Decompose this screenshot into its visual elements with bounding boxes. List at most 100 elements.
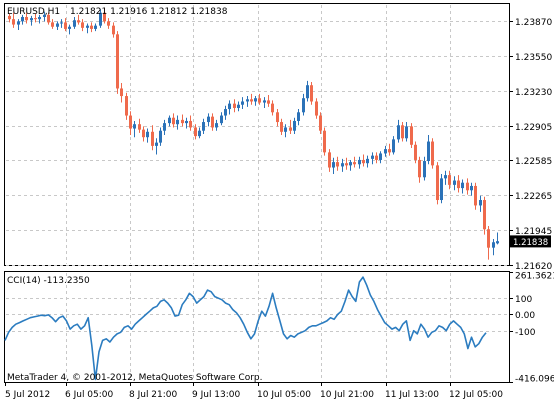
candle — [51, 19, 54, 29]
candle — [457, 175, 460, 193]
candle — [345, 157, 348, 170]
candle — [103, 8, 106, 24]
time-axis: 5 Jul 2012 6 Jul 05:00 8 Jul 21:00 9 Jul 13… — [5, 382, 503, 400]
candle — [56, 21, 59, 30]
candle — [470, 182, 473, 196]
candle-body — [181, 119, 184, 124]
candle — [414, 141, 417, 164]
candle — [371, 152, 374, 165]
candle-body — [64, 22, 67, 29]
candle — [349, 159, 352, 171]
price-tick-label: 1.23870 — [515, 18, 552, 28]
candle — [215, 119, 218, 131]
candle — [246, 96, 249, 107]
candle — [453, 176, 456, 191]
candle — [466, 178, 469, 195]
candle — [207, 113, 210, 127]
candle — [172, 113, 175, 128]
time-tick-label: 10 Jul 21:00 — [320, 390, 374, 400]
candle-body — [81, 22, 84, 28]
candle-body — [250, 99, 253, 102]
candle — [444, 170, 447, 185]
candle-body — [461, 182, 464, 189]
candle — [487, 226, 490, 260]
copyright-text: MetaTrader 4, © 2001-2012, MetaQuotes So… — [7, 373, 263, 383]
candle-body — [431, 141, 434, 166]
candle-body — [116, 34, 119, 89]
candle — [220, 112, 223, 126]
candle — [448, 170, 451, 190]
candle — [47, 12, 50, 25]
candle-body — [228, 103, 231, 110]
candle-body — [479, 200, 482, 206]
candle — [94, 23, 97, 32]
candle — [418, 156, 421, 183]
candle — [21, 14, 24, 25]
candle — [328, 149, 331, 172]
candle-body — [254, 98, 257, 102]
candle-body — [211, 116, 214, 128]
candle-body — [125, 96, 128, 116]
candle-body — [198, 130, 201, 137]
candle-body — [388, 149, 391, 153]
candle — [233, 99, 236, 113]
candle — [12, 12, 15, 28]
candle-body — [427, 141, 430, 162]
candle-body — [146, 131, 149, 138]
candle-body — [258, 98, 261, 103]
candle — [151, 125, 154, 151]
candle — [38, 14, 41, 24]
candle-body — [457, 180, 460, 189]
candle — [133, 120, 136, 138]
candle — [397, 119, 400, 143]
candle-body — [263, 100, 266, 103]
candle-body — [241, 101, 244, 105]
candle — [8, 13, 11, 23]
candle-body — [90, 25, 93, 29]
time-tick-label: 5 Jul 2012 — [5, 390, 50, 400]
price-tick-label: 1.22585 — [515, 157, 552, 167]
candle-body — [436, 165, 439, 201]
candle-body — [423, 161, 426, 178]
candle-body — [267, 100, 270, 104]
candle-body — [306, 85, 309, 99]
cci-grid — [6, 273, 508, 381]
candle — [366, 155, 369, 168]
candle-body — [358, 159, 361, 165]
candle — [224, 105, 227, 120]
candle-body — [8, 15, 11, 20]
candle-body — [323, 130, 326, 153]
candle-body — [207, 116, 210, 123]
candle-body — [224, 109, 227, 116]
candle-body — [194, 127, 197, 137]
candle — [90, 22, 93, 33]
candle-body — [220, 115, 223, 124]
candle-body — [302, 98, 305, 113]
candle — [280, 118, 283, 136]
candle — [388, 143, 391, 156]
candle — [332, 157, 335, 175]
price-tick-label: 1.22905 — [515, 123, 552, 133]
candle — [120, 83, 123, 103]
ohlc-readout: 1.21821 1.21916 1.21812 1.21838 — [70, 7, 228, 17]
candle — [302, 93, 305, 116]
candle-body — [401, 125, 404, 139]
cci-tick-label: 261.3621 — [515, 272, 554, 282]
cci-axis: 261.3621 100 0.00 -100 -416.096 — [509, 272, 554, 385]
candle-body — [77, 20, 80, 23]
candle — [492, 239, 495, 256]
candle-body — [51, 22, 54, 27]
candle-body — [34, 18, 37, 20]
candle — [267, 94, 270, 107]
candle-body — [341, 163, 344, 167]
candle — [401, 122, 404, 142]
candle-body — [392, 139, 395, 153]
candle-body — [271, 103, 274, 113]
candle — [241, 97, 244, 110]
candle — [410, 123, 413, 149]
candle-body — [25, 16, 28, 21]
cci-line — [4, 276, 487, 381]
candle — [159, 127, 162, 146]
candle-body — [103, 12, 106, 22]
